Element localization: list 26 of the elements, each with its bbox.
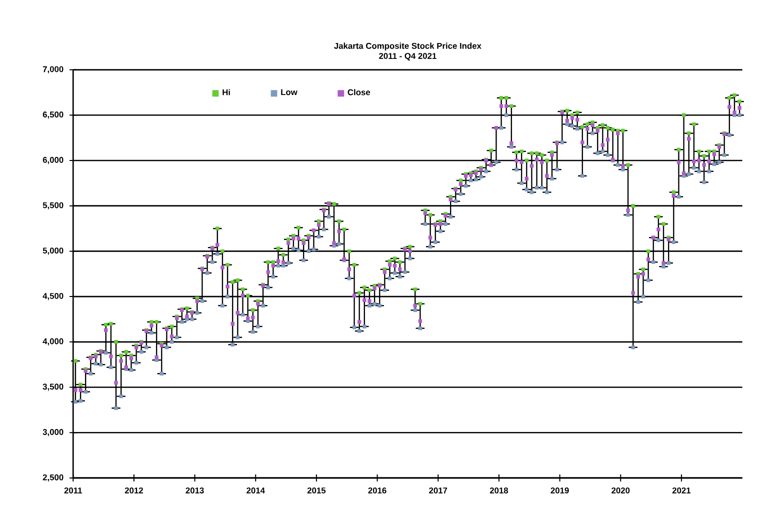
y-tick-label: 5,500	[42, 202, 64, 210]
y-tick-label: 4,000	[42, 338, 64, 346]
legend-label: Low	[281, 89, 298, 96]
x-tick-label: 2019	[550, 487, 569, 494]
x-tick-label: 2011	[64, 487, 82, 494]
legend-label: Hi	[222, 89, 230, 96]
chart-title: Jakarta Composite Stock Price Index	[334, 42, 482, 50]
y-tick-label: 3,000	[42, 428, 64, 436]
x-tick-label: 2015	[307, 487, 326, 494]
x-tick-label: 2020	[612, 487, 630, 494]
chart-subtitle: 2011 - Q4 2021	[379, 52, 436, 60]
y-tick-label: 7,000	[42, 66, 64, 74]
x-tick-label: 2018	[490, 487, 508, 494]
y-tick-label: 5,000	[42, 248, 64, 255]
x-tick-label: 2016	[368, 487, 386, 494]
y-tick-label: 6,000	[42, 156, 64, 164]
x-tick-label: 2021	[672, 487, 691, 494]
y-tick-label: 2,500	[42, 474, 64, 482]
y-tick-label: 3,500	[42, 384, 64, 391]
x-tick-label: 2014	[246, 487, 265, 494]
x-tick-label: 2013	[186, 487, 204, 494]
y-tick-label: 6,500	[42, 111, 64, 119]
x-tick-label: 2017	[429, 487, 448, 494]
x-tick-label: 2012	[124, 487, 143, 494]
legend-label: Close	[348, 89, 370, 96]
y-tick-label: 4,500	[42, 292, 64, 300]
